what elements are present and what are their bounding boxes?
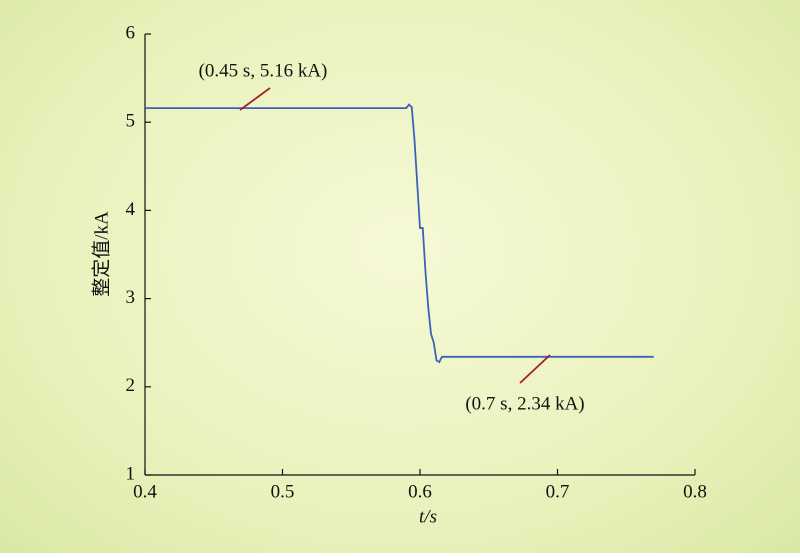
y-axis-label: 整定值/kA: [90, 211, 112, 297]
y-tick-label: 3: [126, 287, 136, 308]
x-tick-label: 0.4: [133, 481, 157, 502]
x-tick-label: 0.5: [271, 481, 295, 502]
annotation: (0.7 s, 2.34 kA): [465, 393, 584, 414]
annotation-leader: [519, 354, 551, 384]
x-tick-label: 0.7: [546, 481, 570, 502]
annotation: (0.45 s, 5.16 kA): [199, 60, 328, 81]
y-tick-label: 4: [126, 199, 136, 220]
x-tick-label: 0.6: [408, 481, 432, 502]
y-tick-label: 5: [126, 111, 136, 132]
x-axis-label: t/s: [419, 506, 437, 527]
annotation-leader: [239, 87, 271, 111]
y-tick-label: 1: [126, 463, 136, 484]
x-tick-label: 0.8: [683, 481, 707, 502]
y-tick-label: 6: [126, 22, 136, 43]
y-tick-label: 2: [126, 375, 136, 396]
data-line: [145, 103, 654, 364]
